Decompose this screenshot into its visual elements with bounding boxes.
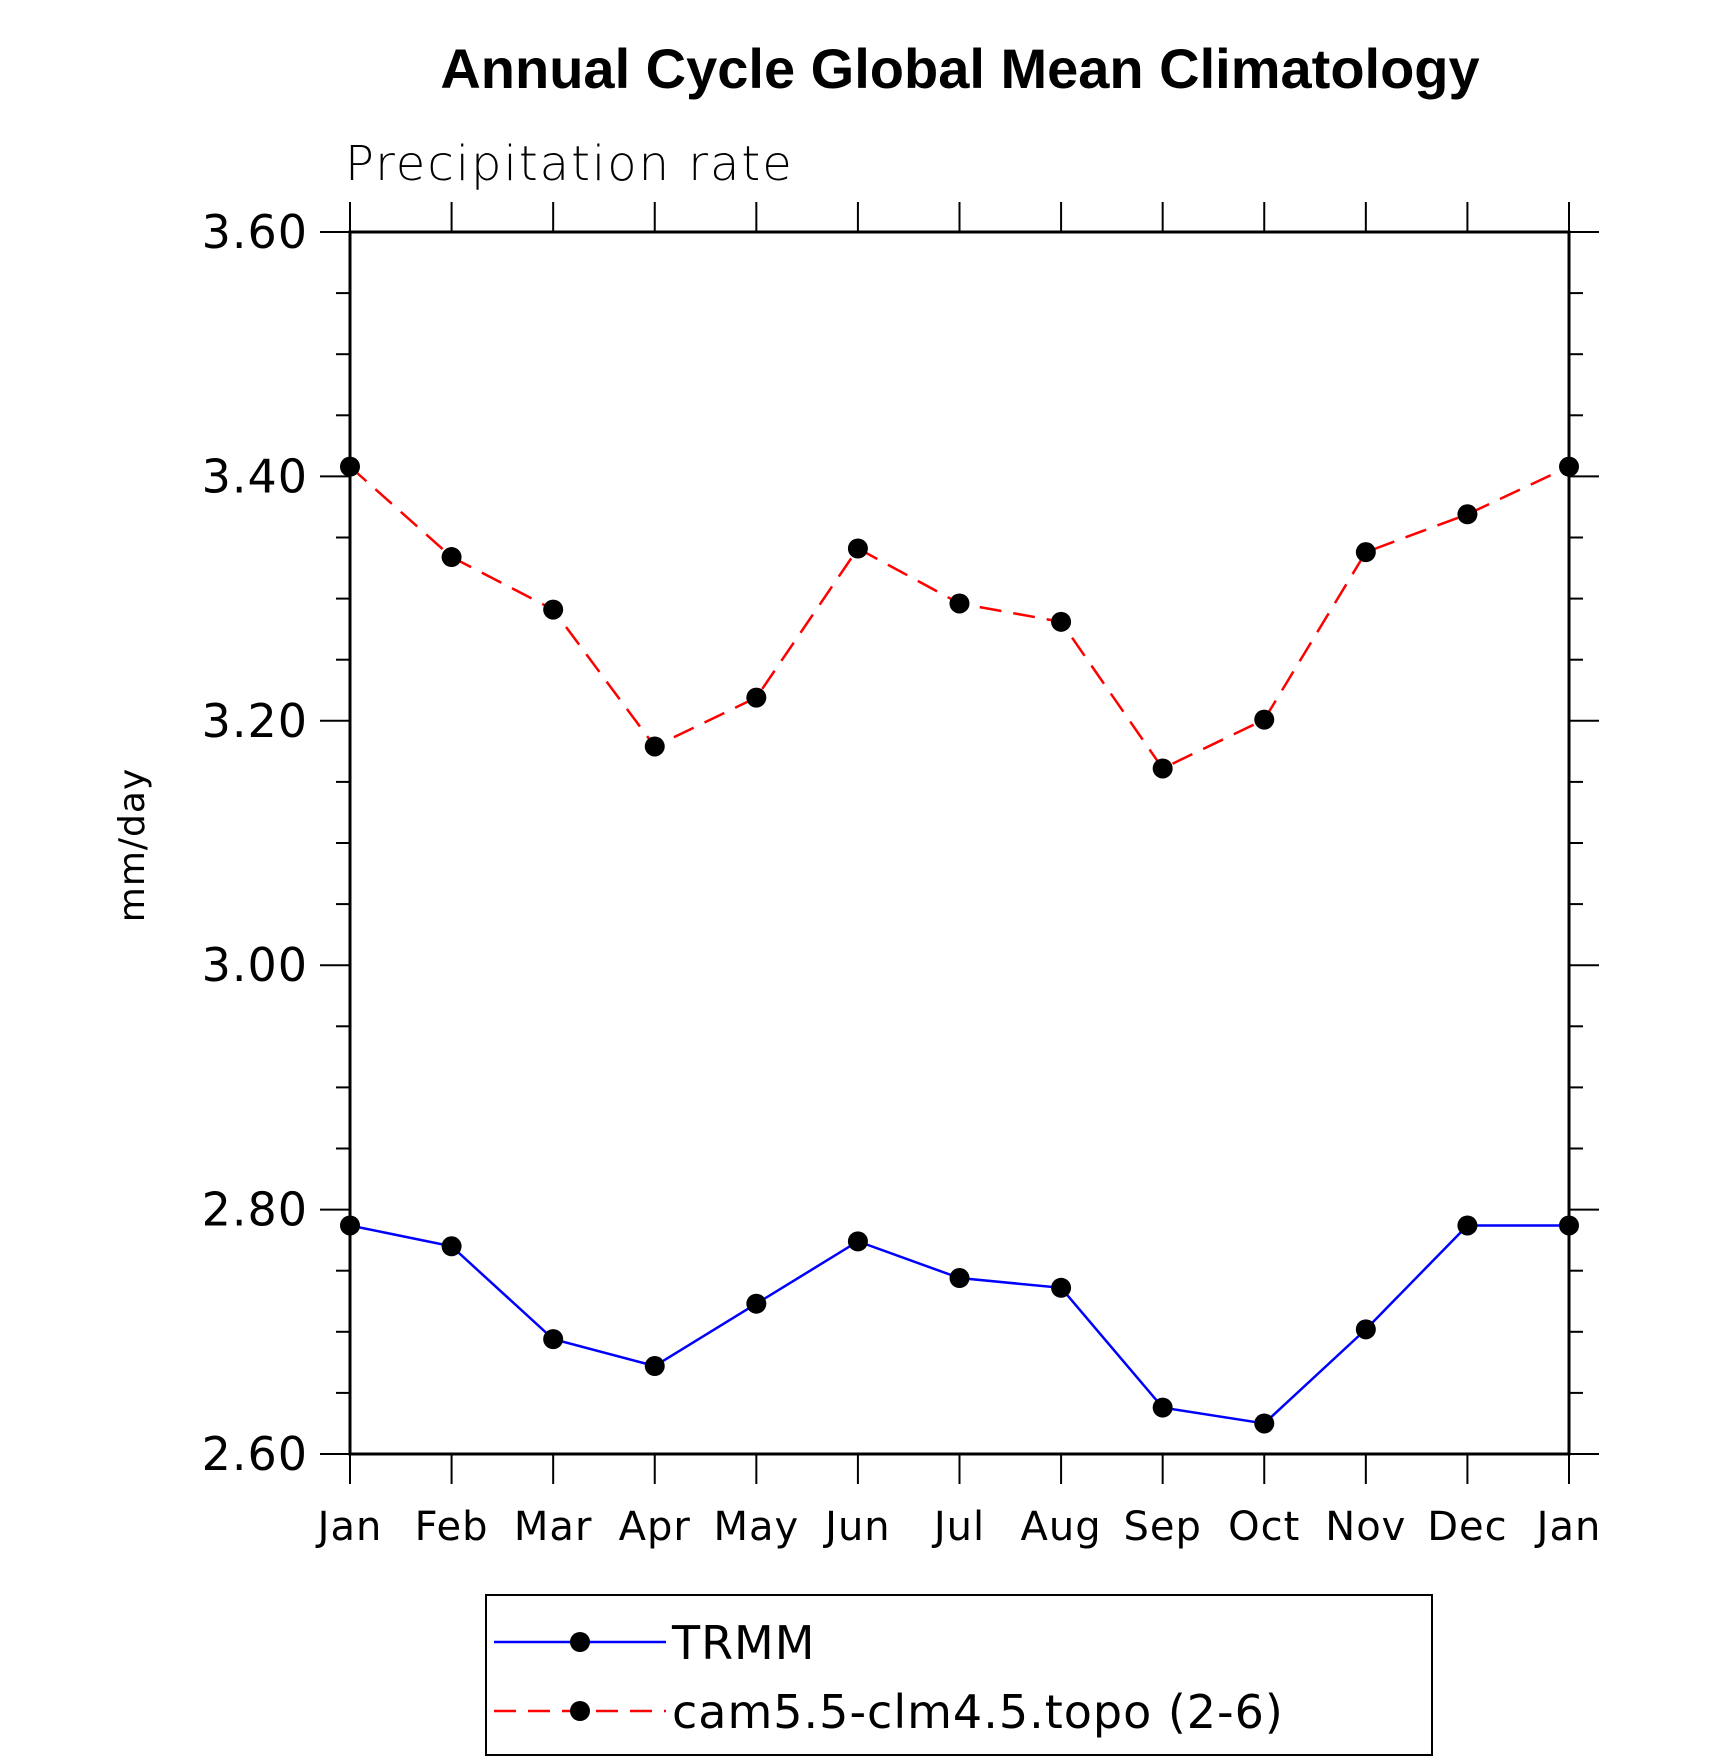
x-tick-label: Jun — [822, 1504, 891, 1550]
data-point — [949, 593, 970, 614]
data-point — [847, 1231, 868, 1252]
series-line — [349, 1224, 1569, 1425]
y-tick-labels: 2.60 2.80 3.00 3.20 3.40 3.60 — [202, 205, 308, 1481]
legend-label: TRMM — [671, 1616, 815, 1670]
data-point — [1457, 1215, 1478, 1236]
legend-items: TRMM cam5.5-clm4.5.topo (2-6) — [494, 1616, 1284, 1739]
data-point — [340, 456, 360, 477]
x-tick-labels: Jan Feb Mar Apr May Jun Jul Aug Sep Oct Nov Dec Jan — [315, 1504, 1602, 1550]
legend-item-2: cam5.5-clm4.5.topo (2-6) — [494, 1685, 1284, 1739]
data-point — [441, 547, 462, 568]
data-point — [1051, 1277, 1072, 1298]
data-point — [644, 1356, 665, 1377]
legend-box — [485, 1594, 1433, 1756]
data-point — [1254, 1413, 1275, 1434]
data-point — [1559, 456, 1579, 477]
data-point — [1254, 709, 1275, 730]
y-tick-label: 3.60 — [202, 205, 308, 259]
chart-subtitle: Precipitation rate — [345, 136, 794, 192]
y-tick-label: 3.00 — [202, 938, 308, 992]
data-point — [1559, 1215, 1579, 1236]
data-point — [340, 1215, 360, 1236]
data-point — [949, 1268, 970, 1289]
series-line — [349, 465, 1570, 771]
series-1 — [340, 1215, 1579, 1434]
x-tick-label: Mar — [514, 1504, 592, 1550]
x-tick-label: Jan — [315, 1504, 383, 1550]
data-point — [746, 1293, 767, 1314]
x-tick-label: Apr — [619, 1504, 691, 1550]
data-point — [1051, 611, 1072, 632]
legend-marker — [570, 1701, 590, 1721]
series-layer — [340, 456, 1579, 1434]
data-point — [1457, 504, 1478, 525]
data-point — [1152, 1397, 1173, 1418]
chart-title: Annual Cycle Global Mean Climatology — [440, 37, 1479, 100]
x-tick-label: Feb — [415, 1504, 489, 1550]
data-point — [543, 599, 564, 620]
series-2 — [340, 456, 1579, 779]
y-tick-label: 2.80 — [202, 1183, 308, 1237]
x-tick-label: Oct — [1228, 1504, 1300, 1550]
y-tick-label: 3.20 — [202, 694, 308, 748]
data-point — [847, 538, 868, 559]
data-point — [644, 736, 665, 757]
data-point — [1355, 542, 1376, 563]
data-point — [441, 1236, 462, 1257]
x-tick-label: Nov — [1325, 1504, 1406, 1550]
x-tick-label: Dec — [1427, 1504, 1507, 1550]
x-tick-label: Sep — [1123, 1504, 1201, 1550]
x-tick-label: Jan — [1534, 1504, 1602, 1550]
x-tick-label: Aug — [1021, 1504, 1102, 1550]
legend-marker — [570, 1632, 590, 1652]
y-tick-label: 2.60 — [202, 1427, 308, 1481]
legend-item-1: TRMM — [494, 1616, 815, 1670]
data-point — [1152, 758, 1173, 779]
data-point — [543, 1329, 564, 1350]
axis-ticks — [320, 202, 1599, 1484]
data-point — [746, 687, 767, 708]
y-axis-title: mm/day — [112, 768, 153, 922]
data-point — [1355, 1319, 1376, 1340]
legend: TRMM cam5.5-clm4.5.topo (2-6) — [485, 1594, 1433, 1756]
x-tick-label: May — [713, 1504, 799, 1550]
y-tick-label: 3.40 — [202, 449, 308, 503]
x-tick-label: Jul — [931, 1504, 985, 1550]
legend-label: cam5.5-clm4.5.topo (2-6) — [672, 1685, 1284, 1739]
